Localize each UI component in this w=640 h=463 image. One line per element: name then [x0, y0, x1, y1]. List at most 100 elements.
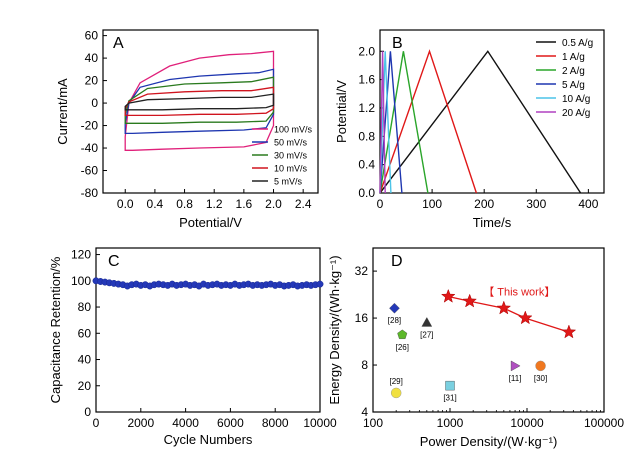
- x-tick-label: 200: [474, 197, 494, 211]
- cv-curve-100-mv-s: [124, 50, 275, 151]
- ref-label: [29]: [390, 377, 403, 386]
- y-tick-label: -80: [81, 186, 99, 200]
- panel-b-charge-discharge: 0 100 200 300 400 0.0 0.4 0.8 1.2 1.6 2.0 Time/s Pot…: [334, 29, 605, 230]
- plot-frame: [102, 29, 319, 194]
- cv-curve-10-mv-s: [124, 86, 275, 117]
- cv-curve-30-mv-s: [124, 76, 275, 124]
- y-tick-label: 20: [78, 379, 92, 393]
- ref-marker: [535, 360, 546, 372]
- legend-label: 2 A/g: [562, 66, 585, 77]
- gcd-curve-0-5-a-g: [379, 50, 582, 194]
- y-tick-label: 32: [355, 264, 369, 278]
- x-tick-label: 1.2: [206, 197, 223, 211]
- this-work-star: [496, 300, 512, 315]
- x-tick-label: 0: [93, 416, 100, 430]
- x-tick-label: 400: [578, 197, 598, 211]
- gcd-curve-20-a-g: [379, 51, 386, 194]
- y-tick-label: 40: [78, 353, 92, 367]
- y-tick-label: -40: [81, 141, 99, 155]
- gcd-curve-1-a-g: [379, 49, 478, 194]
- y-tick-label: 4: [361, 405, 368, 419]
- y-tick-label: -20: [81, 119, 99, 133]
- x-tick-label: 1.6: [236, 197, 253, 211]
- ref-marker: [397, 329, 408, 339]
- x-tick-label: 10000: [303, 416, 337, 430]
- y-tick-label: 100: [71, 274, 91, 288]
- y-tick-label: 8: [361, 358, 368, 372]
- panel-letter: D: [391, 253, 403, 270]
- y-tick-label: 1.6: [358, 73, 375, 87]
- y-axis-label: Capacitance Retention/%: [48, 256, 63, 403]
- x-axis-label: Potential/V: [179, 215, 242, 230]
- this-work-star: [440, 288, 456, 303]
- ref-marker: [389, 302, 400, 314]
- ref-label: [31]: [443, 394, 456, 403]
- gcd-curve-5-a-g: [379, 51, 403, 194]
- ref-label: [28]: [388, 316, 401, 325]
- x-tick-label: 10000: [510, 416, 544, 430]
- x-tick-label: 100: [363, 416, 383, 430]
- this-work-star: [561, 324, 577, 339]
- legend-label: 30 mV/s: [274, 151, 308, 161]
- y-tick-label: -60: [81, 164, 99, 178]
- legend-label: 0.5 A/g: [562, 38, 593, 49]
- y-tick-label: 120: [71, 248, 91, 262]
- y-tick-label: 40: [85, 51, 99, 65]
- plot-frame: [372, 247, 605, 413]
- y-tick-label: 60: [85, 29, 99, 43]
- ref-marker: [390, 387, 402, 399]
- panel-a-cv-curves: 0.0 0.4 0.8 1.2 1.6 2.0 2.4 -80 -60 -40 -20 0 20 40 60…: [55, 29, 319, 230]
- x-tick-label: 2.4: [295, 197, 312, 211]
- ref-marker: [445, 380, 455, 391]
- x-tick-label: 8000: [262, 416, 289, 430]
- y-tick-label: 2.0: [358, 44, 375, 58]
- retention-point: [316, 280, 324, 288]
- panel-letter: C: [108, 253, 120, 270]
- x-tick-label: 1000: [437, 416, 464, 430]
- panel-letter: B: [392, 35, 403, 52]
- legend-label: 10 mV/s: [274, 164, 308, 174]
- panel-c-cycling-stability: 0 2000 4000 6000 8000 10000 0 20 40 60 80 100 120 Cyc…: [48, 247, 337, 447]
- legend-label: 100 mV/s: [274, 125, 313, 135]
- legend-label: 5 mV/s: [274, 177, 303, 187]
- panel-letter: A: [113, 35, 124, 52]
- y-tick-label: 0.4: [358, 158, 375, 172]
- x-axis-label: Power Density/(W·kg⁻¹): [420, 434, 558, 449]
- x-tick-label: 4000: [172, 416, 199, 430]
- y-tick-label: 20: [85, 74, 99, 88]
- x-tick-label: 100000: [584, 416, 624, 430]
- x-tick-label: 100: [422, 197, 442, 211]
- x-tick-label: 2.0: [265, 197, 282, 211]
- y-tick-label: 1.2: [358, 101, 375, 115]
- y-tick-label: 60: [78, 326, 92, 340]
- y-tick-label: 0.0: [358, 186, 375, 200]
- this-work-label: 【 This work】: [483, 286, 555, 299]
- legend-label: 10 A/g: [562, 94, 590, 105]
- plot-frame: [379, 29, 605, 194]
- x-tick-label: 0.0: [117, 197, 134, 211]
- y-tick-label: 0: [84, 405, 91, 419]
- ref-label: [26]: [396, 343, 409, 352]
- ref-label: [27]: [420, 330, 433, 339]
- x-axis-label: Time/s: [473, 215, 512, 230]
- x-tick-label: 0.4: [147, 197, 164, 211]
- y-tick-label: 0: [91, 96, 98, 110]
- y-tick-label: 16: [355, 311, 369, 325]
- this-work-star: [517, 310, 533, 325]
- x-tick-label: 300: [526, 197, 546, 211]
- ref-label: [11]: [509, 374, 522, 383]
- cv-curve-5-mv-s: [124, 93, 275, 111]
- x-tick-label: 0.8: [176, 197, 193, 211]
- x-tick-label: 0: [377, 197, 384, 211]
- ref-label: [30]: [534, 374, 547, 383]
- gcd-curve-2-a-g: [379, 51, 429, 194]
- ref-marker: [510, 360, 521, 372]
- x-tick-label: 2000: [127, 416, 154, 430]
- x-tick-label: 6000: [217, 416, 244, 430]
- gcd-curve-10-a-g: [379, 51, 392, 194]
- y-axis-label: Potential/V: [334, 80, 349, 143]
- legend-label: 1 A/g: [562, 52, 585, 63]
- y-tick-label: 80: [78, 300, 92, 314]
- ref-marker: [421, 317, 433, 327]
